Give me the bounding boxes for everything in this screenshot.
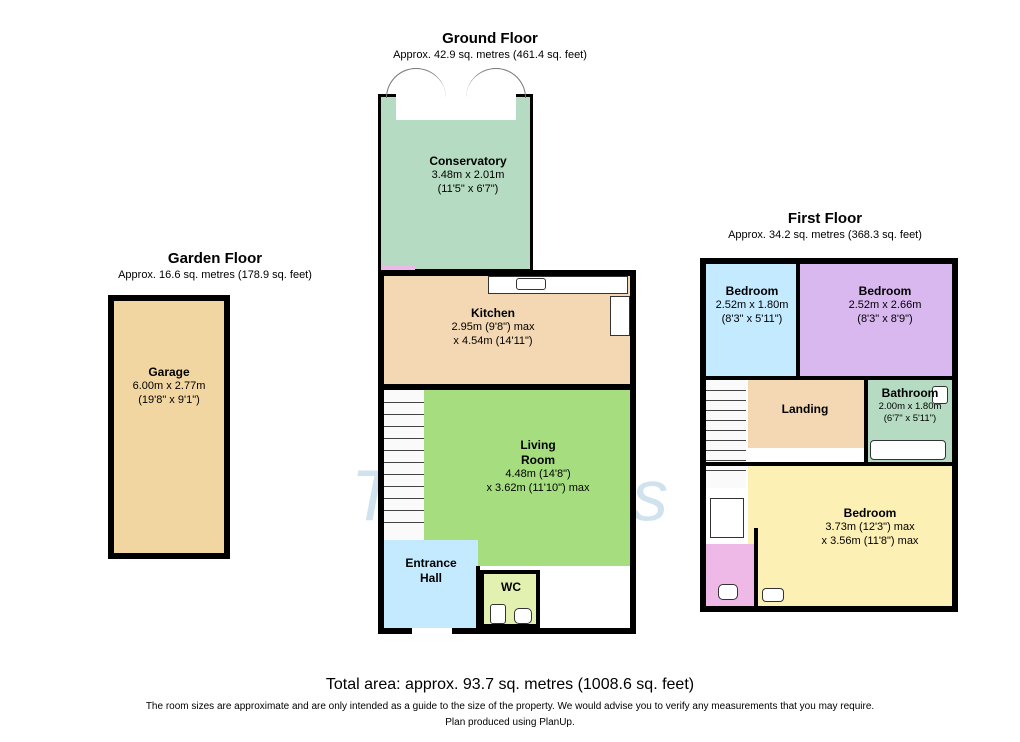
conservatory-label: Conservatory 3.48m x 2.01m (11'5" x 6'7"… <box>408 154 528 197</box>
hall-name: Entrance <box>386 556 476 571</box>
kitchen-name: Kitchen <box>408 306 578 321</box>
ground-stairs <box>384 390 424 540</box>
kitchen-dim1: 2.95m (9'8") max <box>408 321 578 335</box>
living-name: Living <box>458 438 618 453</box>
living-dim2: x 3.62m (11'10") max <box>458 482 618 496</box>
first-stairs <box>706 380 746 488</box>
garage-label: Garage 6.00m x 2.77m (19'8" x 9'1") <box>108 365 230 408</box>
bed2-label: Bedroom 2.52m x 2.66m (8'3" x 8'9") <box>820 284 950 327</box>
floorplan-canvas: Tristram's Sales and Lettings Garden Flo… <box>0 0 1020 742</box>
garden-floor-plan: Garage 6.00m x 2.77m (19'8" x 9'1") <box>108 295 230 559</box>
ground-floor-title: Ground Floor Approx. 42.9 sq. metres (46… <box>370 30 610 61</box>
bed3-label: Bedroom 3.73m (12'3") max x 3.56m (11'8"… <box>790 506 950 549</box>
shower-icon <box>710 498 744 538</box>
ground-floor-plan: Conservatory 3.48m x 2.01m (11'5" x 6'7"… <box>378 80 638 640</box>
first-wc-toilet-icon <box>718 584 738 600</box>
landing-name: Landing <box>760 402 850 417</box>
first-wc-basin-icon <box>762 588 784 602</box>
kitchen-sink-icon <box>516 278 546 290</box>
wc-basin-icon <box>490 604 506 624</box>
landing-label: Landing <box>760 402 850 417</box>
first-floor-name: First Floor <box>705 210 945 227</box>
bath-dim2: (6'7" x 5'11") <box>868 413 952 425</box>
bath-name: Bathroom <box>868 386 952 401</box>
bed3-dim2: x 3.56m (11'8") max <box>790 535 950 549</box>
kitchen-counter <box>488 276 628 294</box>
living-name2: Room <box>458 453 618 468</box>
living-label: Living Room 4.48m (14'8") x 3.62m (11'10… <box>458 438 618 496</box>
conservatory-name: Conservatory <box>408 154 528 169</box>
total-area: Total area: approx. 93.7 sq. metres (100… <box>0 676 1020 694</box>
bed3-dim1: 3.73m (12'3") max <box>790 521 950 535</box>
credit: Plan produced using PlanUp. <box>0 717 1020 728</box>
bathtub-icon <box>870 440 946 460</box>
bed3-name: Bedroom <box>790 506 950 521</box>
conservatory-dim1: 3.48m x 2.01m <box>408 169 528 183</box>
wc-label: WC <box>486 580 536 595</box>
garage-room <box>108 295 230 559</box>
wc-name: WC <box>486 580 536 595</box>
garage-name: Garage <box>108 365 230 380</box>
garage-dim2: (19'8" x 9'1") <box>108 394 230 408</box>
first-floor-area: Approx. 34.2 sq. metres (368.3 sq. feet) <box>705 229 945 241</box>
conservatory-dim2: (11'5" x 6'7") <box>408 183 528 197</box>
first-floor-plan: Bedroom 2.52m x 1.80m (8'3" x 5'11") Bed… <box>700 258 958 618</box>
living-dim1: 4.48m (14'8") <box>458 468 618 482</box>
garden-floor-name: Garden Floor <box>95 250 335 267</box>
bath-label: Bathroom 2.00m x 1.80m (6'7" x 5'11") <box>868 386 952 425</box>
bed1-label: Bedroom 2.52m x 1.80m (8'3" x 5'11") <box>708 284 796 327</box>
wc-toilet-icon <box>514 608 532 624</box>
footer: Total area: approx. 93.7 sq. metres (100… <box>0 676 1020 729</box>
bed1-dim2: (8'3" x 5'11") <box>708 313 796 327</box>
bed2-name: Bedroom <box>820 284 950 299</box>
bed1-name: Bedroom <box>708 284 796 299</box>
bed2-dim2: (8'3" x 8'9") <box>820 313 950 327</box>
kitchen-hob-icon <box>610 296 630 336</box>
bed1-dim1: 2.52m x 1.80m <box>708 299 796 313</box>
first-floor-title: First Floor Approx. 34.2 sq. metres (368… <box>705 210 945 241</box>
hall-name2: Hall <box>386 571 476 586</box>
entrance-door-gap <box>412 628 452 636</box>
kitchen-label: Kitchen 2.95m (9'8") max x 4.54m (14'11"… <box>408 306 578 349</box>
bath-dim1: 2.00m x 1.80m <box>868 401 952 413</box>
wc-wall <box>754 528 758 606</box>
garden-floor-area: Approx. 16.6 sq. metres (178.9 sq. feet) <box>95 269 335 281</box>
garden-floor-title: Garden Floor Approx. 16.6 sq. metres (17… <box>95 250 335 281</box>
ground-floor-area: Approx. 42.9 sq. metres (461.4 sq. feet) <box>370 49 610 61</box>
conservatory-doors <box>396 80 516 120</box>
garage-dim1: 6.00m x 2.77m <box>108 380 230 394</box>
bed2-dim1: 2.52m x 2.66m <box>820 299 950 313</box>
disclaimer: The room sizes are approximate and are o… <box>0 700 1020 714</box>
ground-floor-name: Ground Floor <box>370 30 610 47</box>
kitchen-dim2: x 4.54m (14'11") <box>408 335 578 349</box>
hall-label: Entrance Hall <box>386 556 476 586</box>
